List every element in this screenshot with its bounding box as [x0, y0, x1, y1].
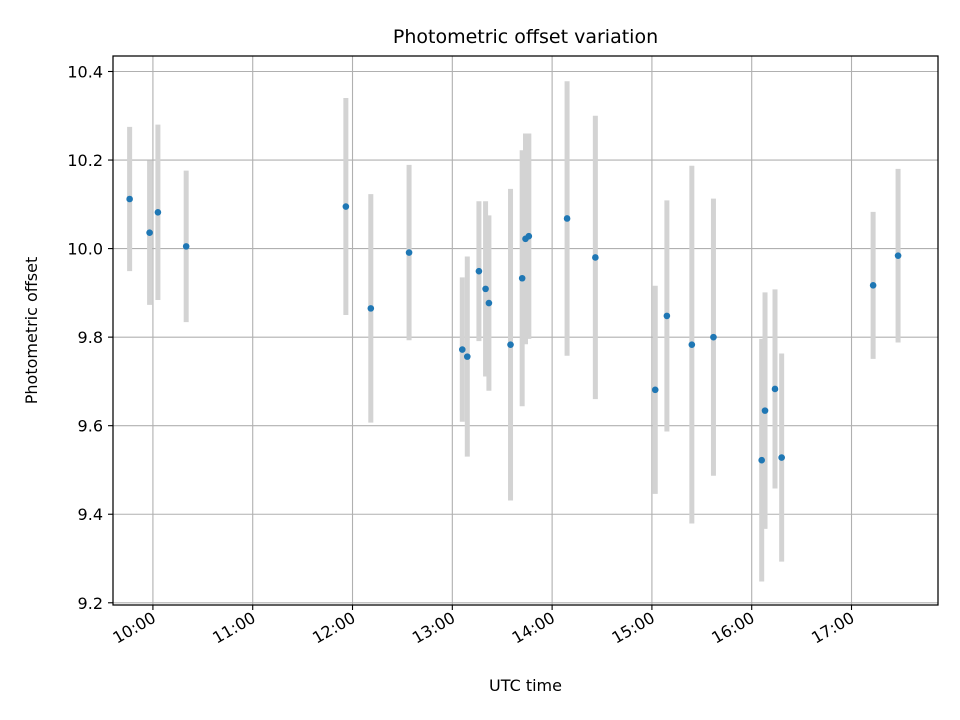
- data-point: [342, 203, 350, 210]
- data-point: [761, 407, 769, 414]
- y-tick-label: 10.4: [67, 62, 103, 81]
- data-point: [592, 254, 599, 261]
- data-point: [894, 252, 902, 259]
- data-point: [463, 353, 471, 360]
- data-point: [758, 456, 765, 464]
- data-point: [182, 243, 190, 250]
- data-point: [771, 385, 779, 393]
- y-axis-label: Photometric offset: [22, 257, 41, 405]
- y-tick-label: 9.6: [78, 417, 103, 436]
- y-axis-ticks: 9.2 9.4 9.6 9.8 10.0 10.2 10.4: [67, 62, 113, 613]
- data-points: [126, 195, 902, 464]
- data-point: [126, 195, 133, 203]
- y-tick-label: 10.0: [67, 240, 103, 259]
- data-point: [367, 305, 375, 312]
- data-point: [869, 282, 877, 289]
- y-tick-label: 9.2: [78, 594, 103, 613]
- x-axis-label: UTC time: [489, 676, 562, 695]
- data-point: [154, 208, 162, 216]
- data-point: [778, 454, 785, 461]
- data-point: [651, 386, 659, 394]
- data-point: [482, 285, 489, 293]
- data-point: [475, 267, 483, 275]
- chart-title: Photometric offset variation: [393, 26, 658, 48]
- data-point: [405, 249, 413, 256]
- data-point: [458, 346, 466, 353]
- data-point: [525, 232, 533, 240]
- data-point: [688, 341, 696, 348]
- data-point: [563, 215, 571, 222]
- data-point: [518, 274, 526, 282]
- data-point: [507, 341, 514, 348]
- plot-frame: [112, 55, 939, 606]
- y-tick-label: 9.8: [78, 328, 103, 347]
- data-point: [485, 299, 493, 307]
- data-point: [710, 333, 717, 341]
- y-tick-label: 10.2: [67, 151, 103, 170]
- data-point: [663, 312, 671, 320]
- y-tick-label: 9.4: [78, 505, 103, 524]
- data-point: [146, 229, 153, 236]
